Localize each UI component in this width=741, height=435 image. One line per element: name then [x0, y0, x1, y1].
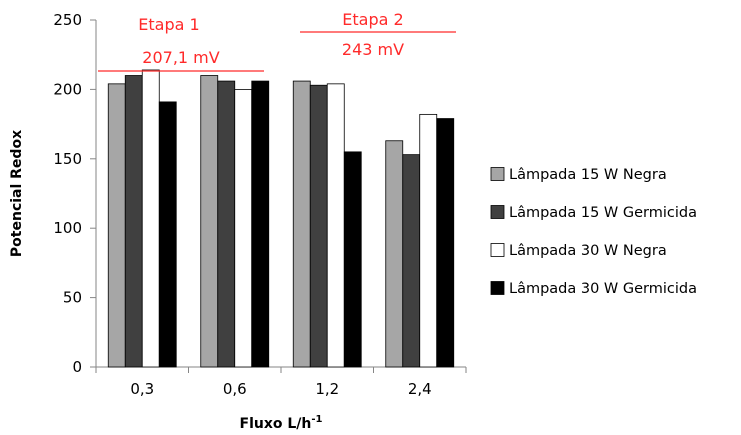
x-axis-title-main: Fluxo L/h	[240, 416, 312, 432]
annotation-value: 207,1 mV	[142, 48, 219, 67]
bar	[343, 151, 362, 368]
bar	[402, 154, 421, 368]
bar	[385, 140, 404, 368]
y-tick-label: 250	[53, 11, 82, 29]
x-tick-label: 1,2	[315, 380, 339, 398]
legend-label: Lâmpada 15 W Negra	[509, 167, 667, 183]
y-tick-label: 100	[53, 219, 82, 237]
bar	[141, 69, 160, 368]
bar	[217, 80, 236, 368]
annotation-label: Etapa 1	[138, 15, 199, 34]
y-tick-label: 50	[63, 289, 82, 307]
y-tick-label: 0	[72, 358, 82, 376]
bar	[292, 80, 311, 368]
bar	[200, 75, 219, 368]
bar	[251, 80, 270, 368]
annotation-value: 243 mV	[342, 40, 404, 59]
bar	[326, 83, 345, 368]
bar	[124, 75, 143, 368]
bars-group	[107, 69, 455, 368]
x-tick-label: 0,6	[223, 380, 247, 398]
annotations-group: Etapa 1 207,1 mV Etapa 2 243 mV	[98, 10, 456, 72]
legend-swatch	[490, 205, 505, 219]
legend-label: Lâmpada 15 W Germicida	[509, 205, 697, 221]
legend: Lâmpada 15 W Negra Lâmpada 15 W Germicida…	[490, 167, 697, 297]
x-axis-title-superscript: -1	[311, 414, 322, 425]
legend-label: Lâmpada 30 W Negra	[509, 243, 667, 259]
y-tick-label: 150	[53, 150, 82, 168]
bar	[436, 118, 455, 368]
bar	[419, 113, 438, 368]
annotation-label: Etapa 2	[342, 10, 403, 29]
bar	[107, 83, 126, 368]
x-axis-ticks: 0,3 0,6 1,2 2,4	[95, 367, 467, 398]
bar	[309, 84, 328, 368]
bar	[158, 101, 177, 368]
legend-swatch	[490, 167, 505, 181]
legend-swatch	[490, 281, 505, 295]
x-tick-label: 2,4	[408, 380, 432, 398]
x-tick-label: 0,3	[130, 380, 154, 398]
y-axis-title: Potencial Redox	[9, 130, 25, 257]
y-tick-label: 200	[53, 80, 82, 98]
x-axis-title: Fluxo L/h-1	[240, 414, 323, 432]
y-axis-ticks: 0 50 100 150 200 250	[53, 11, 96, 376]
legend-label: Lâmpada 30 W Germicida	[509, 281, 697, 297]
legend-swatch	[490, 243, 505, 257]
bar	[234, 89, 253, 368]
